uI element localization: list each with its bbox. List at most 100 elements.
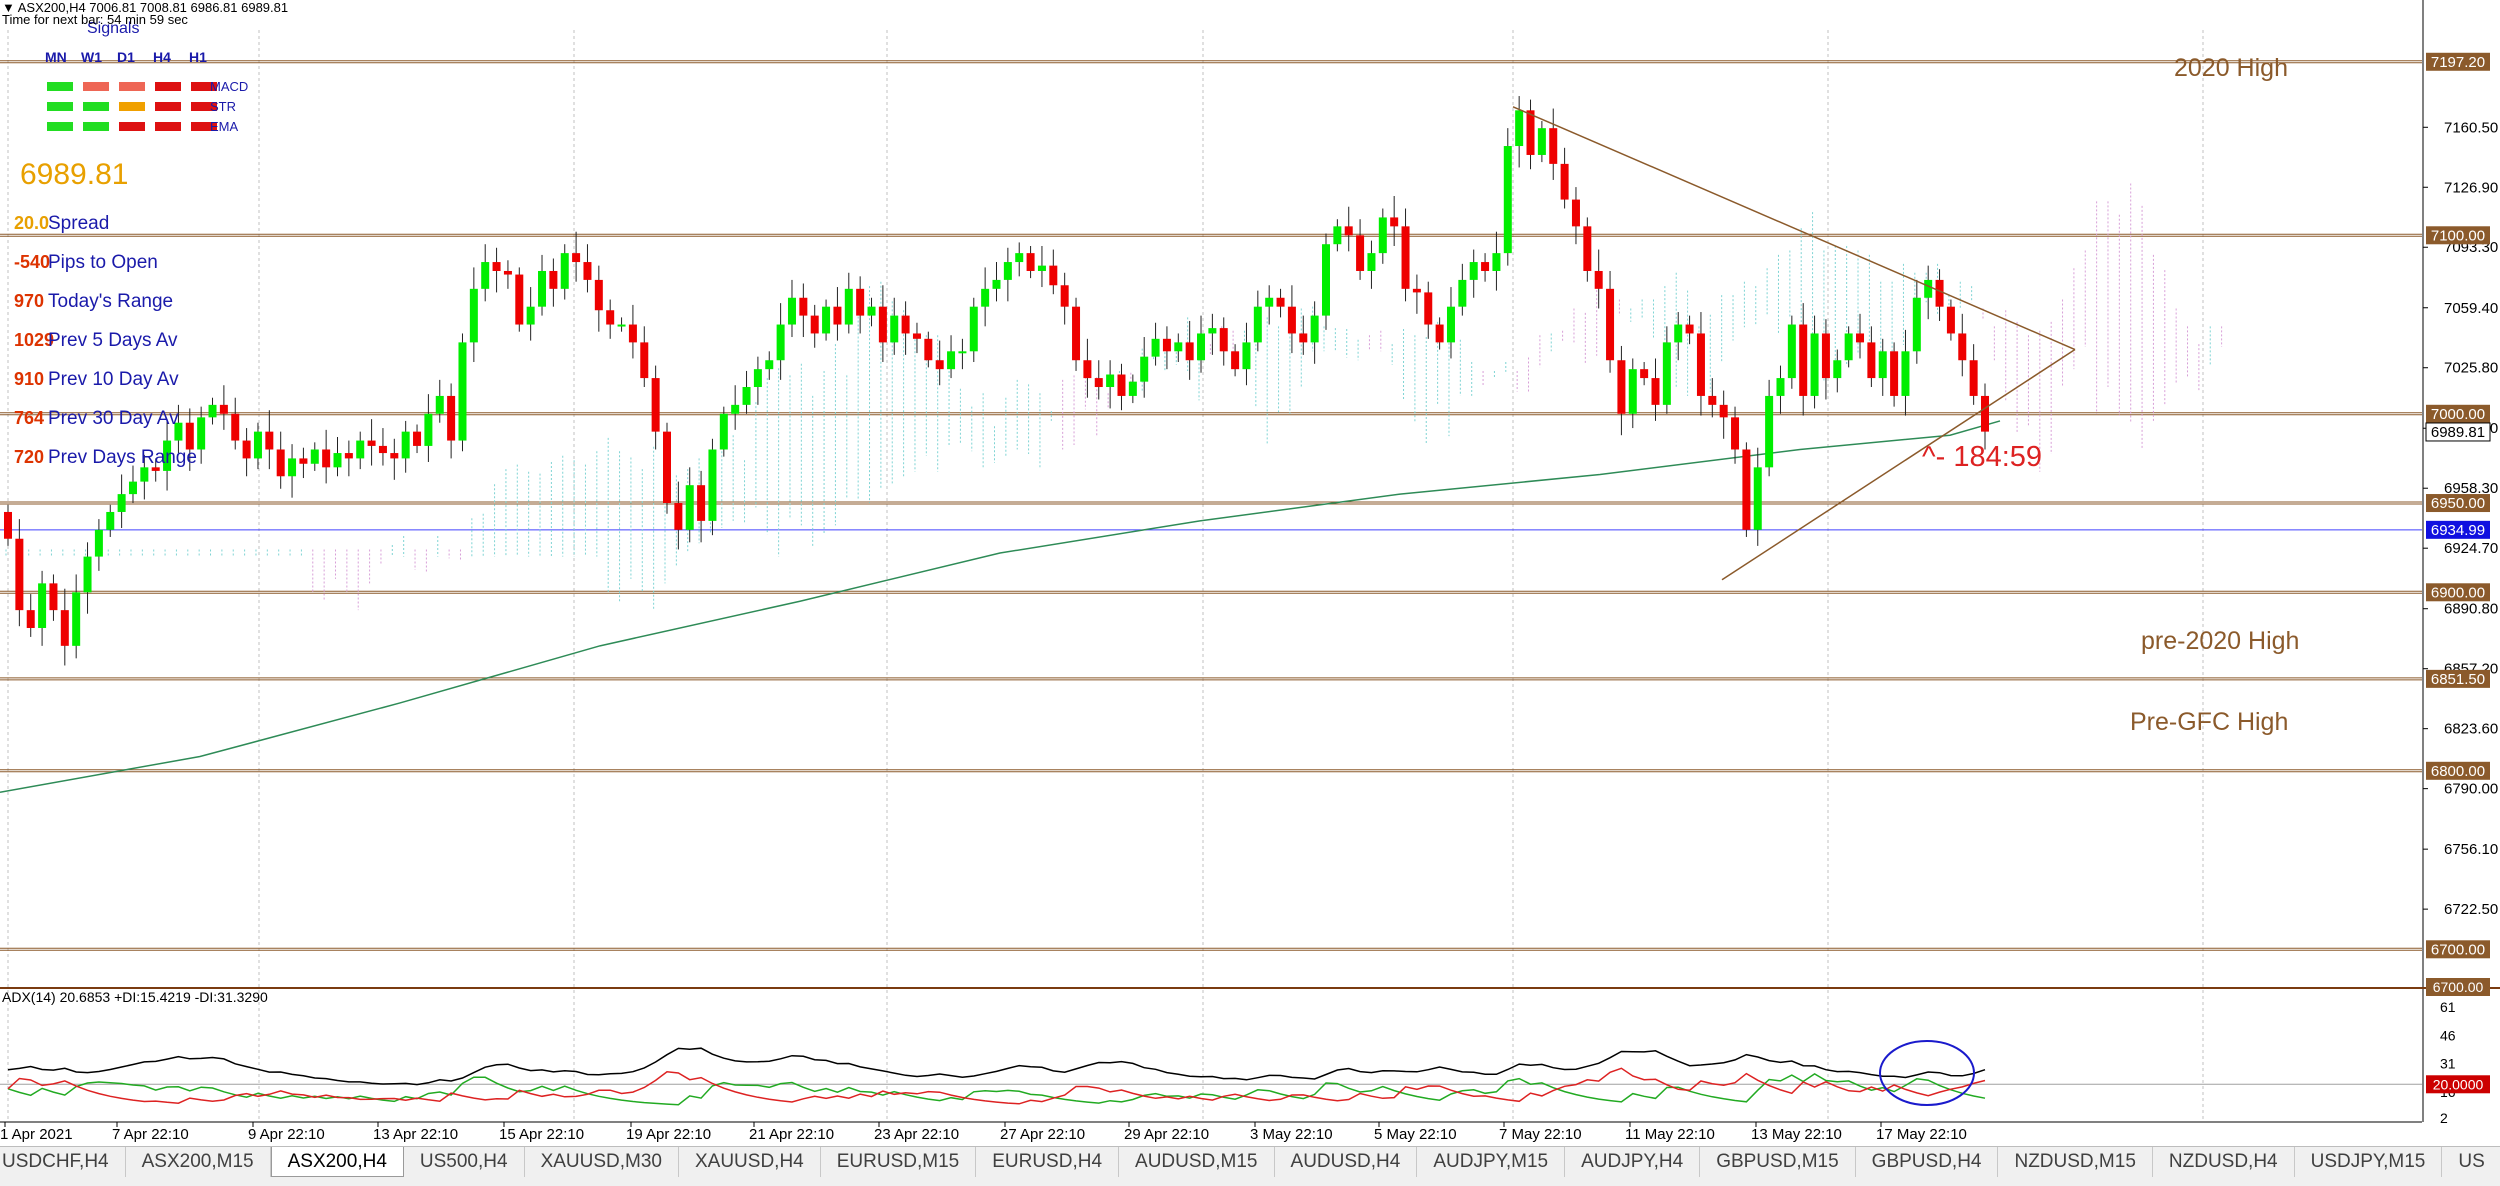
- panel-top-label: 6700.00: [2433, 979, 2484, 995]
- bull-candle: [117, 494, 126, 512]
- bear-candle: [1060, 285, 1069, 307]
- bull-candle: [128, 481, 137, 495]
- chart-tab[interactable]: GBPUSD,M15: [1700, 1147, 1856, 1177]
- price-label: 7000.00: [2431, 406, 2485, 423]
- info-label: Prev Days Range: [48, 447, 197, 468]
- annotation-pre-2020-high: pre-2020 High: [2141, 627, 2299, 655]
- bear-candle: [1708, 395, 1717, 405]
- chart-tab[interactable]: US: [2442, 1147, 2500, 1177]
- bear-candle: [583, 262, 592, 280]
- price-label-box: [2426, 761, 2490, 780]
- bear-candle: [1981, 395, 1989, 432]
- bull-candle: [719, 413, 728, 450]
- bear-candle: [1958, 333, 1967, 361]
- bear-candle: [276, 449, 285, 477]
- bear-candle: [1412, 288, 1421, 293]
- bull-candle: [1662, 342, 1671, 405]
- chart-tab[interactable]: XAUUSD,M30: [525, 1147, 679, 1177]
- bull-candle: [1776, 378, 1785, 396]
- bull-candle: [844, 288, 853, 325]
- bull-candle: [981, 288, 990, 307]
- bull-candle: [174, 422, 183, 441]
- price-tick-label: 6823.60: [2444, 721, 2498, 738]
- price-tick-label: 6790.00: [2444, 781, 2498, 798]
- bull-candle: [1015, 253, 1024, 263]
- chart-tab[interactable]: GBPUSD,H4: [1856, 1147, 1999, 1177]
- chart-tab[interactable]: AUDUSD,M15: [1119, 1147, 1275, 1177]
- bull-candle: [1174, 342, 1183, 352]
- bear-candle: [1526, 110, 1535, 155]
- signal-indicator: [119, 122, 145, 131]
- price-tick-label: 7160.50: [2444, 119, 2498, 136]
- signal-indicator: [119, 102, 145, 111]
- chart-tab[interactable]: ASX200,M15: [126, 1147, 271, 1177]
- bull-candle: [1878, 351, 1887, 379]
- bear-candle: [924, 338, 933, 361]
- info-value: 910: [14, 369, 44, 389]
- bull-candle: [822, 306, 831, 334]
- bull-candle: [753, 369, 762, 388]
- bull-candle: [958, 351, 967, 354]
- panel-top-box: [2426, 978, 2490, 996]
- bear-candle: [1481, 262, 1490, 271]
- bull-candle: [1833, 360, 1842, 379]
- moving-average-line: [0, 420, 2001, 793]
- bull-candle: [1458, 279, 1467, 307]
- chart-tab[interactable]: AUDJPY,H4: [1565, 1147, 1701, 1177]
- price-tick-label: 6722.50: [2444, 901, 2498, 918]
- bear-candle: [1231, 351, 1240, 370]
- time-tick-label: 9 Apr 22:10: [248, 1126, 325, 1143]
- adx-level-box: [2426, 1075, 2490, 1094]
- bear-candle: [1719, 404, 1728, 418]
- bull-candle: [94, 529, 103, 557]
- bull-candle: [526, 306, 535, 325]
- bear-candle: [1799, 324, 1808, 396]
- bull-candle: [1446, 306, 1455, 343]
- signal-indicator: [155, 82, 181, 91]
- bull-candle: [253, 431, 262, 459]
- chart-tab[interactable]: EURUSD,H4: [976, 1147, 1120, 1177]
- bull-candle: [38, 583, 47, 628]
- time-tick-label: 7 Apr 22:10: [112, 1126, 189, 1143]
- minus-di-line: [7, 1067, 1986, 1105]
- bull-candle: [560, 253, 569, 289]
- bull-candle: [1674, 324, 1683, 343]
- info-value: -540: [14, 252, 50, 272]
- chart-tab[interactable]: XAUUSD,H4: [679, 1147, 821, 1177]
- adx-tick-label: 46: [2440, 1027, 2456, 1043]
- info-label: Prev 10 Day Av: [48, 369, 179, 390]
- collapse-triangle-icon[interactable]: ▼: [2, 0, 18, 15]
- time-tick-label: 21 Apr 22:10: [749, 1126, 834, 1143]
- time-tick-label: 17 May 22:10: [1876, 1126, 1967, 1143]
- chart-tab[interactable]: US500,H4: [404, 1147, 525, 1177]
- bull-candle: [992, 279, 1001, 289]
- bear-candle: [651, 378, 660, 432]
- bear-candle: [1299, 333, 1308, 343]
- chart-tab[interactable]: AUDUSD,H4: [1275, 1147, 1418, 1177]
- price-tick-label: 7025.80: [2444, 360, 2498, 377]
- bear-candle: [606, 310, 615, 325]
- bear-candle: [1696, 333, 1705, 396]
- chart-tab[interactable]: NZDUSD,H4: [2153, 1147, 2295, 1177]
- chart-tab[interactable]: EURUSD,M15: [821, 1147, 977, 1177]
- price-chart[interactable]: 7160.507126.907093.307059.407025.806991.…: [0, 0, 2500, 1146]
- price-label: 6800.00: [2431, 763, 2485, 780]
- bull-candle: [310, 449, 319, 464]
- chart-tab[interactable]: NZDUSD,M15: [1998, 1147, 2153, 1177]
- bull-candle: [1003, 262, 1012, 280]
- time-tick-label: 29 Apr 22:10: [1124, 1126, 1209, 1143]
- bear-candle: [1072, 306, 1081, 361]
- bear-candle: [1117, 374, 1126, 396]
- bear-candle: [1742, 449, 1751, 530]
- bull-candle: [1901, 351, 1910, 396]
- bull-candle: [72, 592, 81, 646]
- chart-tab[interactable]: ASX200,H4: [270, 1147, 404, 1177]
- chart-tab[interactable]: USDJPY,M15: [2295, 1147, 2443, 1177]
- chart-tab[interactable]: AUDJPY,M15: [1417, 1147, 1566, 1177]
- bear-candle: [912, 333, 921, 339]
- bull-candle: [1537, 128, 1546, 155]
- bear-candle: [1162, 338, 1171, 352]
- bear-candle: [231, 413, 240, 441]
- chart-tab[interactable]: USDCHF,H4: [0, 1147, 126, 1177]
